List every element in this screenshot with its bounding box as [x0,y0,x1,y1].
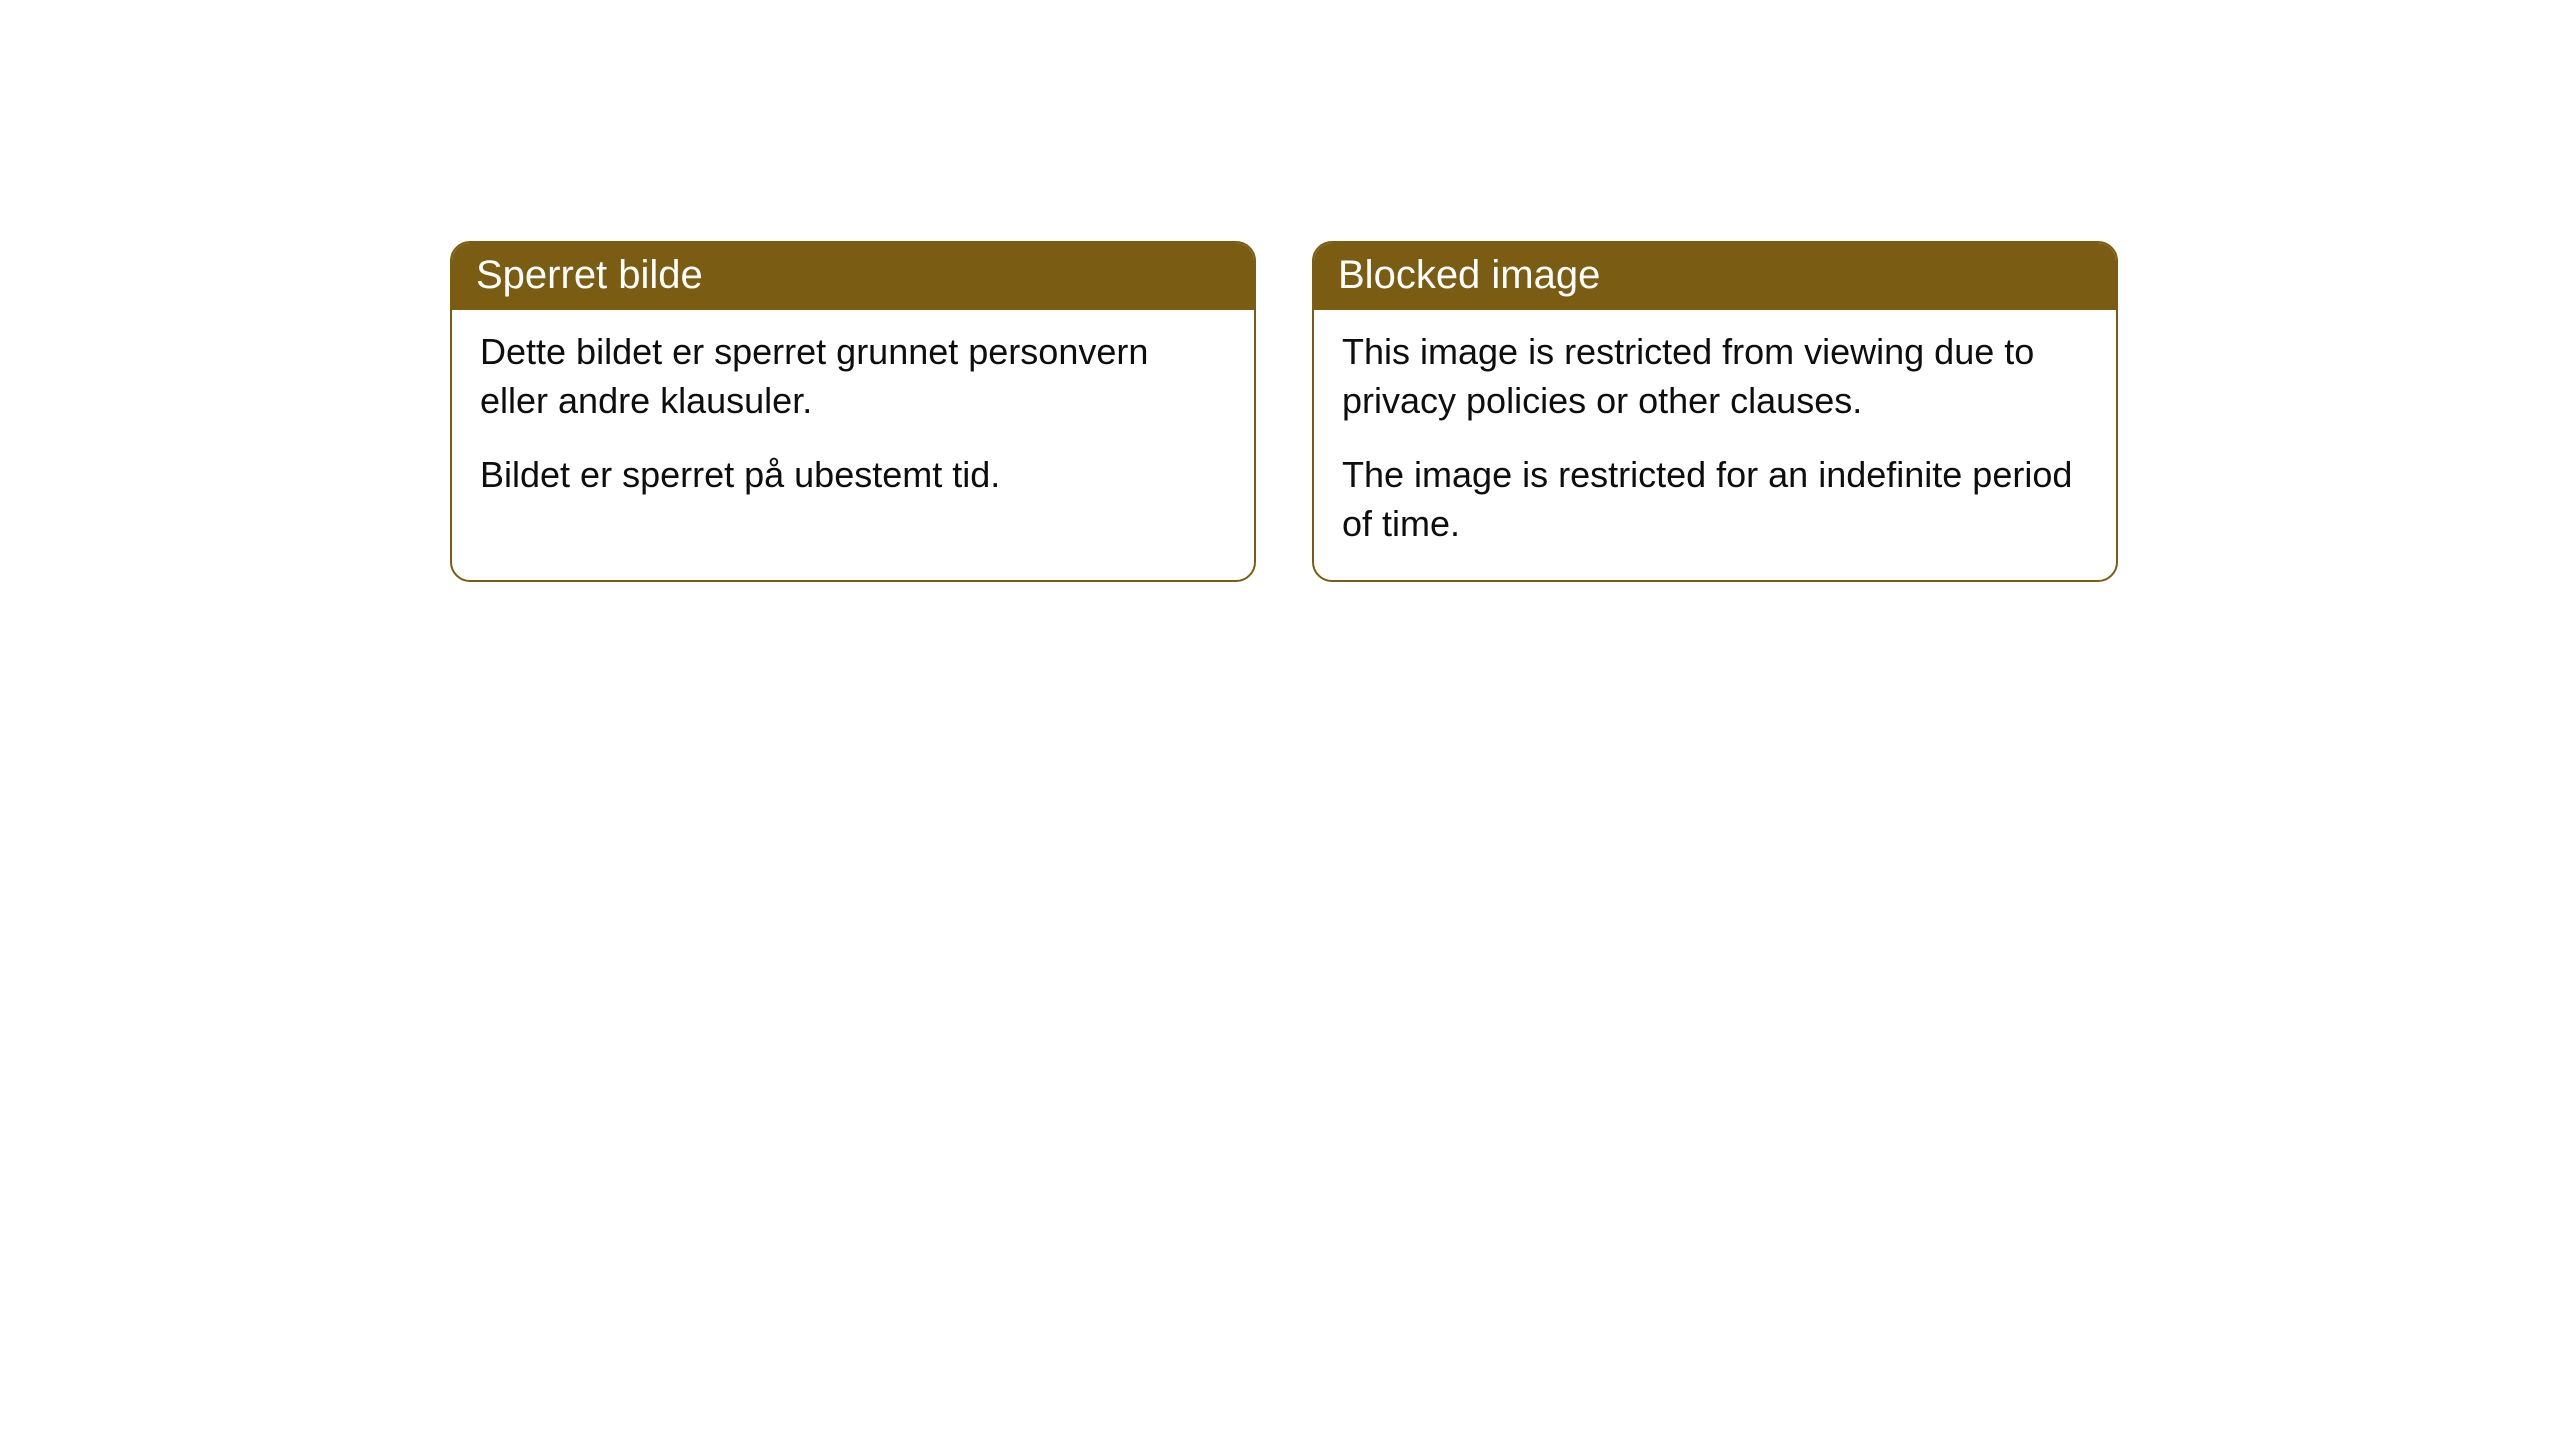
card-paragraph: The image is restricted for an indefinit… [1342,451,2088,548]
card-title: Blocked image [1338,253,1600,297]
card-paragraph: Dette bildet er sperret grunnet personve… [480,328,1226,425]
cards-container: Sperret bilde Dette bildet er sperret gr… [0,0,2560,582]
card-body: This image is restricted from viewing du… [1314,310,2116,580]
card-header: Blocked image [1314,243,2116,310]
card-paragraph: Bildet er sperret på ubestemt tid. [480,451,1226,500]
card-body: Dette bildet er sperret grunnet personve… [452,310,1254,532]
blocked-image-card-english: Blocked image This image is restricted f… [1312,241,2118,582]
card-paragraph: This image is restricted from viewing du… [1342,328,2088,425]
card-header: Sperret bilde [452,243,1254,310]
card-title: Sperret bilde [476,253,703,297]
blocked-image-card-norwegian: Sperret bilde Dette bildet er sperret gr… [450,241,1256,582]
